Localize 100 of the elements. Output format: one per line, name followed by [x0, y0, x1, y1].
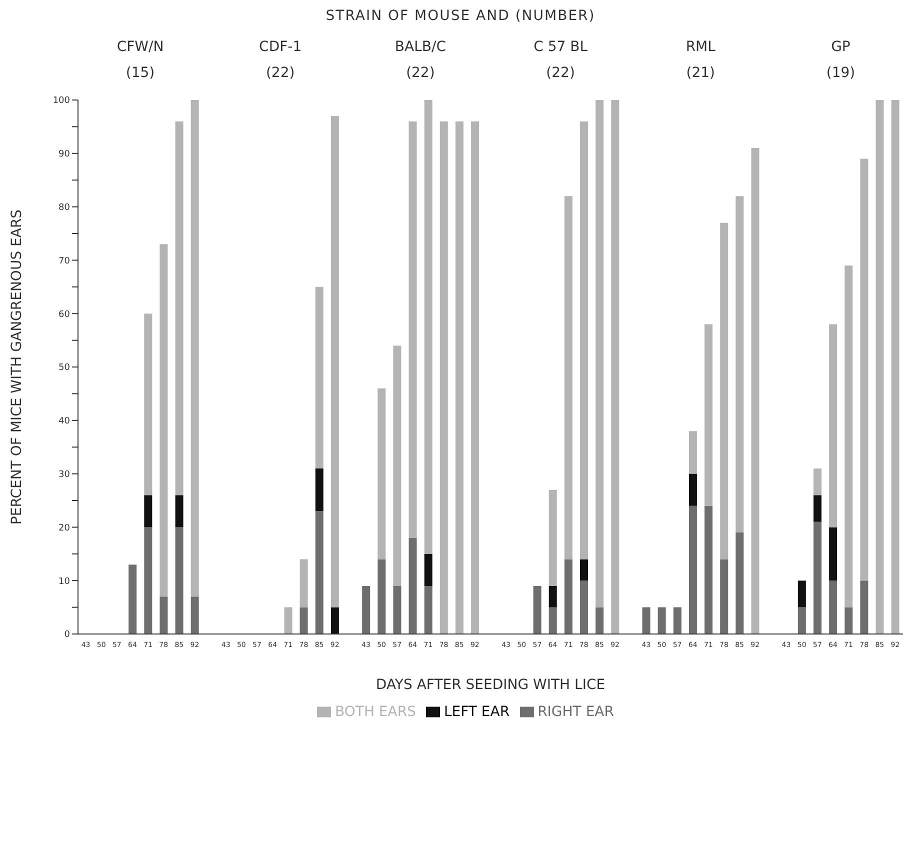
bar [362, 586, 370, 634]
bar [144, 495, 152, 528]
bar [813, 522, 822, 634]
bar [642, 607, 650, 634]
bar [424, 554, 432, 586]
bar [144, 527, 152, 634]
bar [829, 580, 838, 634]
text: GP [830, 38, 852, 57]
bar [160, 244, 168, 597]
bar [144, 314, 152, 496]
chart-title: STRAIN OF MOUSE AND (NUMBER) [324, 8, 596, 24]
bar [440, 121, 448, 634]
text: CDF-1 [258, 38, 303, 57]
y-axis-title: PERCENT OF MICE WITH GANGRENOUS EARS [8, 209, 25, 525]
bar [736, 196, 744, 533]
bar [393, 346, 402, 586]
y-tick-label: 30 [58, 470, 70, 480]
y-tick-label: 70 [58, 256, 70, 266]
bar [190, 596, 199, 634]
y-tick-label: 100 [52, 96, 70, 106]
bar [688, 506, 697, 634]
bar [408, 121, 417, 538]
bar [455, 121, 464, 634]
bar [564, 559, 572, 634]
bar [378, 388, 386, 560]
bar [876, 100, 884, 634]
bar [860, 580, 868, 634]
y-tick-label: 0 [64, 630, 70, 640]
bar [175, 527, 184, 634]
bar [813, 495, 822, 522]
bar [596, 100, 604, 608]
y-tick-label: 20 [58, 523, 70, 534]
bar [564, 196, 572, 560]
bar [596, 607, 604, 634]
y-tick-label: 40 [58, 416, 70, 427]
bar [424, 586, 432, 634]
bar [330, 607, 339, 634]
bar [611, 100, 620, 634]
bar [315, 468, 324, 512]
bar [720, 222, 728, 560]
legend-label: LEFT EAR [444, 704, 510, 720]
text: (22) [405, 64, 436, 83]
bar [533, 586, 542, 634]
bar [471, 121, 480, 634]
text: RML [684, 38, 716, 57]
text: (22) [545, 64, 576, 83]
bar [860, 158, 868, 581]
bar [300, 559, 308, 608]
legend-label: RIGHT EAR [538, 704, 614, 720]
bar [378, 559, 386, 634]
bar [580, 580, 588, 634]
y-tick-label: 60 [58, 310, 70, 320]
bar [548, 490, 557, 586]
y-tick-label: 80 [58, 202, 70, 213]
legend-label: BOTH EARS [335, 704, 416, 720]
y-tick-label: 10 [58, 576, 70, 587]
bar [548, 607, 557, 634]
bar [300, 607, 308, 634]
bar [160, 596, 168, 634]
bar [829, 324, 838, 528]
bar [688, 474, 697, 506]
bar [704, 324, 713, 506]
text: (19) [825, 64, 856, 83]
bar [736, 532, 744, 634]
y-tick-label: 50 [58, 363, 70, 374]
text: (22) [264, 64, 296, 83]
bar [284, 607, 292, 634]
bar [844, 266, 853, 608]
bar [813, 468, 822, 496]
bar [190, 100, 199, 597]
bar [315, 511, 324, 634]
bar [175, 121, 184, 496]
bar [891, 100, 900, 634]
y-tick-label: 90 [58, 150, 70, 160]
text: (21) [685, 64, 716, 83]
bar [673, 607, 682, 634]
x-axis-title: DAYS AFTER SEEDING WITH LICE [376, 677, 606, 693]
bar [580, 559, 588, 581]
bar [315, 286, 324, 468]
bar [424, 100, 432, 554]
bar [128, 564, 137, 634]
bar [688, 431, 697, 474]
bar [798, 607, 806, 634]
bar [408, 538, 417, 634]
bar [393, 586, 402, 634]
bar [658, 607, 666, 634]
bar [829, 527, 838, 581]
bar [548, 586, 557, 608]
text: (15) [124, 64, 156, 83]
bar [330, 116, 339, 608]
bar [704, 506, 713, 634]
bar [798, 580, 806, 608]
text: CFW/N [116, 38, 165, 57]
bar [175, 495, 184, 528]
text: C 57 BL [532, 38, 588, 57]
bar [580, 121, 588, 560]
bar [720, 559, 728, 634]
text: BALB/C [394, 38, 447, 57]
bar [751, 148, 760, 634]
bar [844, 607, 853, 634]
